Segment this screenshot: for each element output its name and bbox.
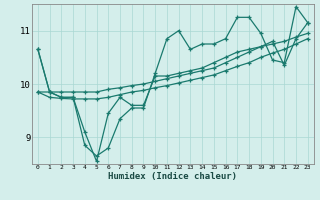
X-axis label: Humidex (Indice chaleur): Humidex (Indice chaleur)	[108, 172, 237, 181]
